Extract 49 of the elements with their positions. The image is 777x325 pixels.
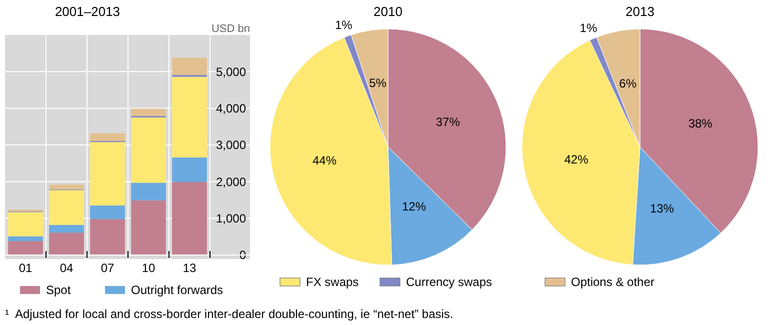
x-tick-label: 04 <box>60 261 74 275</box>
y-tick-label: 2,000 <box>216 174 246 189</box>
data-label: 42% <box>564 152 589 166</box>
legend-label: Currency swaps <box>406 275 492 290</box>
bar <box>131 182 166 200</box>
bar <box>90 142 125 206</box>
data-label: 1% <box>580 21 598 36</box>
legend-label: FX swaps <box>306 275 359 290</box>
text: ¹ Adjusted for local and cross-border inter-dealer double-counting, ie “net-net” basis. <box>5 307 454 321</box>
legend-label: Outright forwards <box>131 283 224 298</box>
y-tick-label: 5,000 <box>216 64 246 79</box>
data-label: 13% <box>650 201 674 216</box>
x-tick-label: 01 <box>18 261 32 275</box>
y-tick-label: 4,000 <box>216 102 246 116</box>
data-label: 1% <box>334 18 353 32</box>
bar <box>131 200 166 255</box>
chart-title: 2013 <box>626 4 654 19</box>
y-tick-label: 3,000 <box>216 138 246 152</box>
data-label: 12% <box>402 200 426 214</box>
y-tick-label: 1,000 <box>216 212 246 226</box>
x-tick-label: 10 <box>142 261 156 275</box>
bar <box>172 182 207 255</box>
bar <box>49 190 84 225</box>
data-label: 37% <box>436 115 460 130</box>
legend-label: Spot <box>46 283 72 298</box>
x-tick-label: 07 <box>100 261 114 275</box>
chart-title: 2001–2013 <box>54 4 120 19</box>
legend-label: Options & other <box>571 275 654 290</box>
data-label: 38% <box>688 116 713 130</box>
bar <box>8 241 43 255</box>
bar <box>131 118 166 183</box>
data-label: 6% <box>619 76 637 90</box>
bar <box>8 236 43 242</box>
bar <box>49 232 84 255</box>
bar <box>172 76 207 158</box>
bar <box>172 58 207 75</box>
y-axis-title: USD bn <box>211 23 250 35</box>
bar <box>131 108 166 116</box>
bar <box>49 184 84 190</box>
data-label: 5% <box>369 76 387 90</box>
bar <box>90 219 125 255</box>
bar <box>8 212 43 236</box>
data-label: 44% <box>312 153 337 168</box>
bar <box>172 157 207 182</box>
x-tick-label: 13 <box>182 261 196 275</box>
bar <box>90 206 125 220</box>
chart-title: 2010 <box>374 4 402 19</box>
bar <box>49 224 84 233</box>
bar <box>90 133 125 141</box>
